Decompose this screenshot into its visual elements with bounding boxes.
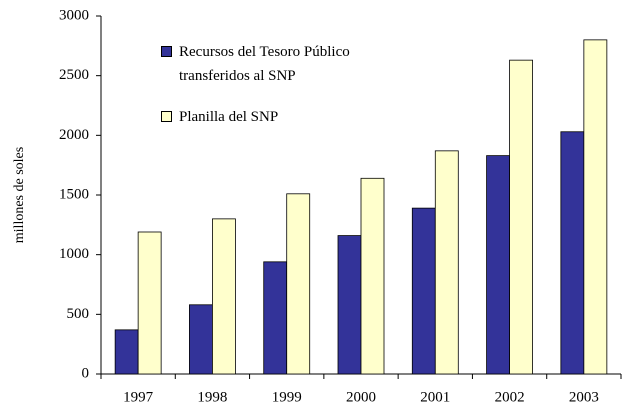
y-tick-label: 2500 (59, 67, 89, 83)
x-tick-label: 2001 (420, 389, 450, 405)
y-tick-label: 3000 (59, 7, 89, 23)
y-tick-label: 500 (67, 306, 90, 322)
bar (434, 150, 459, 375)
legend-label: Planilla del SNP (179, 109, 279, 125)
bar (360, 177, 385, 375)
bar (486, 155, 510, 375)
x-tick-label: 1998 (197, 389, 227, 405)
bar (560, 131, 585, 375)
legend-swatch (161, 46, 172, 57)
bar (509, 59, 533, 375)
legend-label: Recursos del Tesoro Público transferidos… (179, 44, 350, 84)
bar (114, 329, 139, 375)
y-tick-label: 2000 (59, 127, 89, 143)
x-tick-label: 1999 (272, 389, 302, 405)
bar (411, 207, 436, 375)
y-tick-label: 1000 (59, 246, 89, 262)
x-tick-label: 2003 (569, 389, 599, 405)
x-tick-label: 2002 (495, 389, 525, 405)
bar (263, 261, 288, 375)
bar (189, 304, 213, 375)
legend-swatch (161, 111, 172, 122)
bar (583, 39, 608, 375)
y-tick-label: 1500 (59, 186, 89, 202)
bar (137, 231, 162, 375)
x-tick-label: 1997 (123, 389, 154, 405)
x-tick-label: 2000 (346, 389, 376, 405)
y-tick-label: 0 (82, 365, 90, 381)
bar (286, 193, 311, 375)
y-axis-label: millones de soles (12, 147, 27, 243)
bar (212, 218, 236, 375)
bar (337, 235, 362, 375)
